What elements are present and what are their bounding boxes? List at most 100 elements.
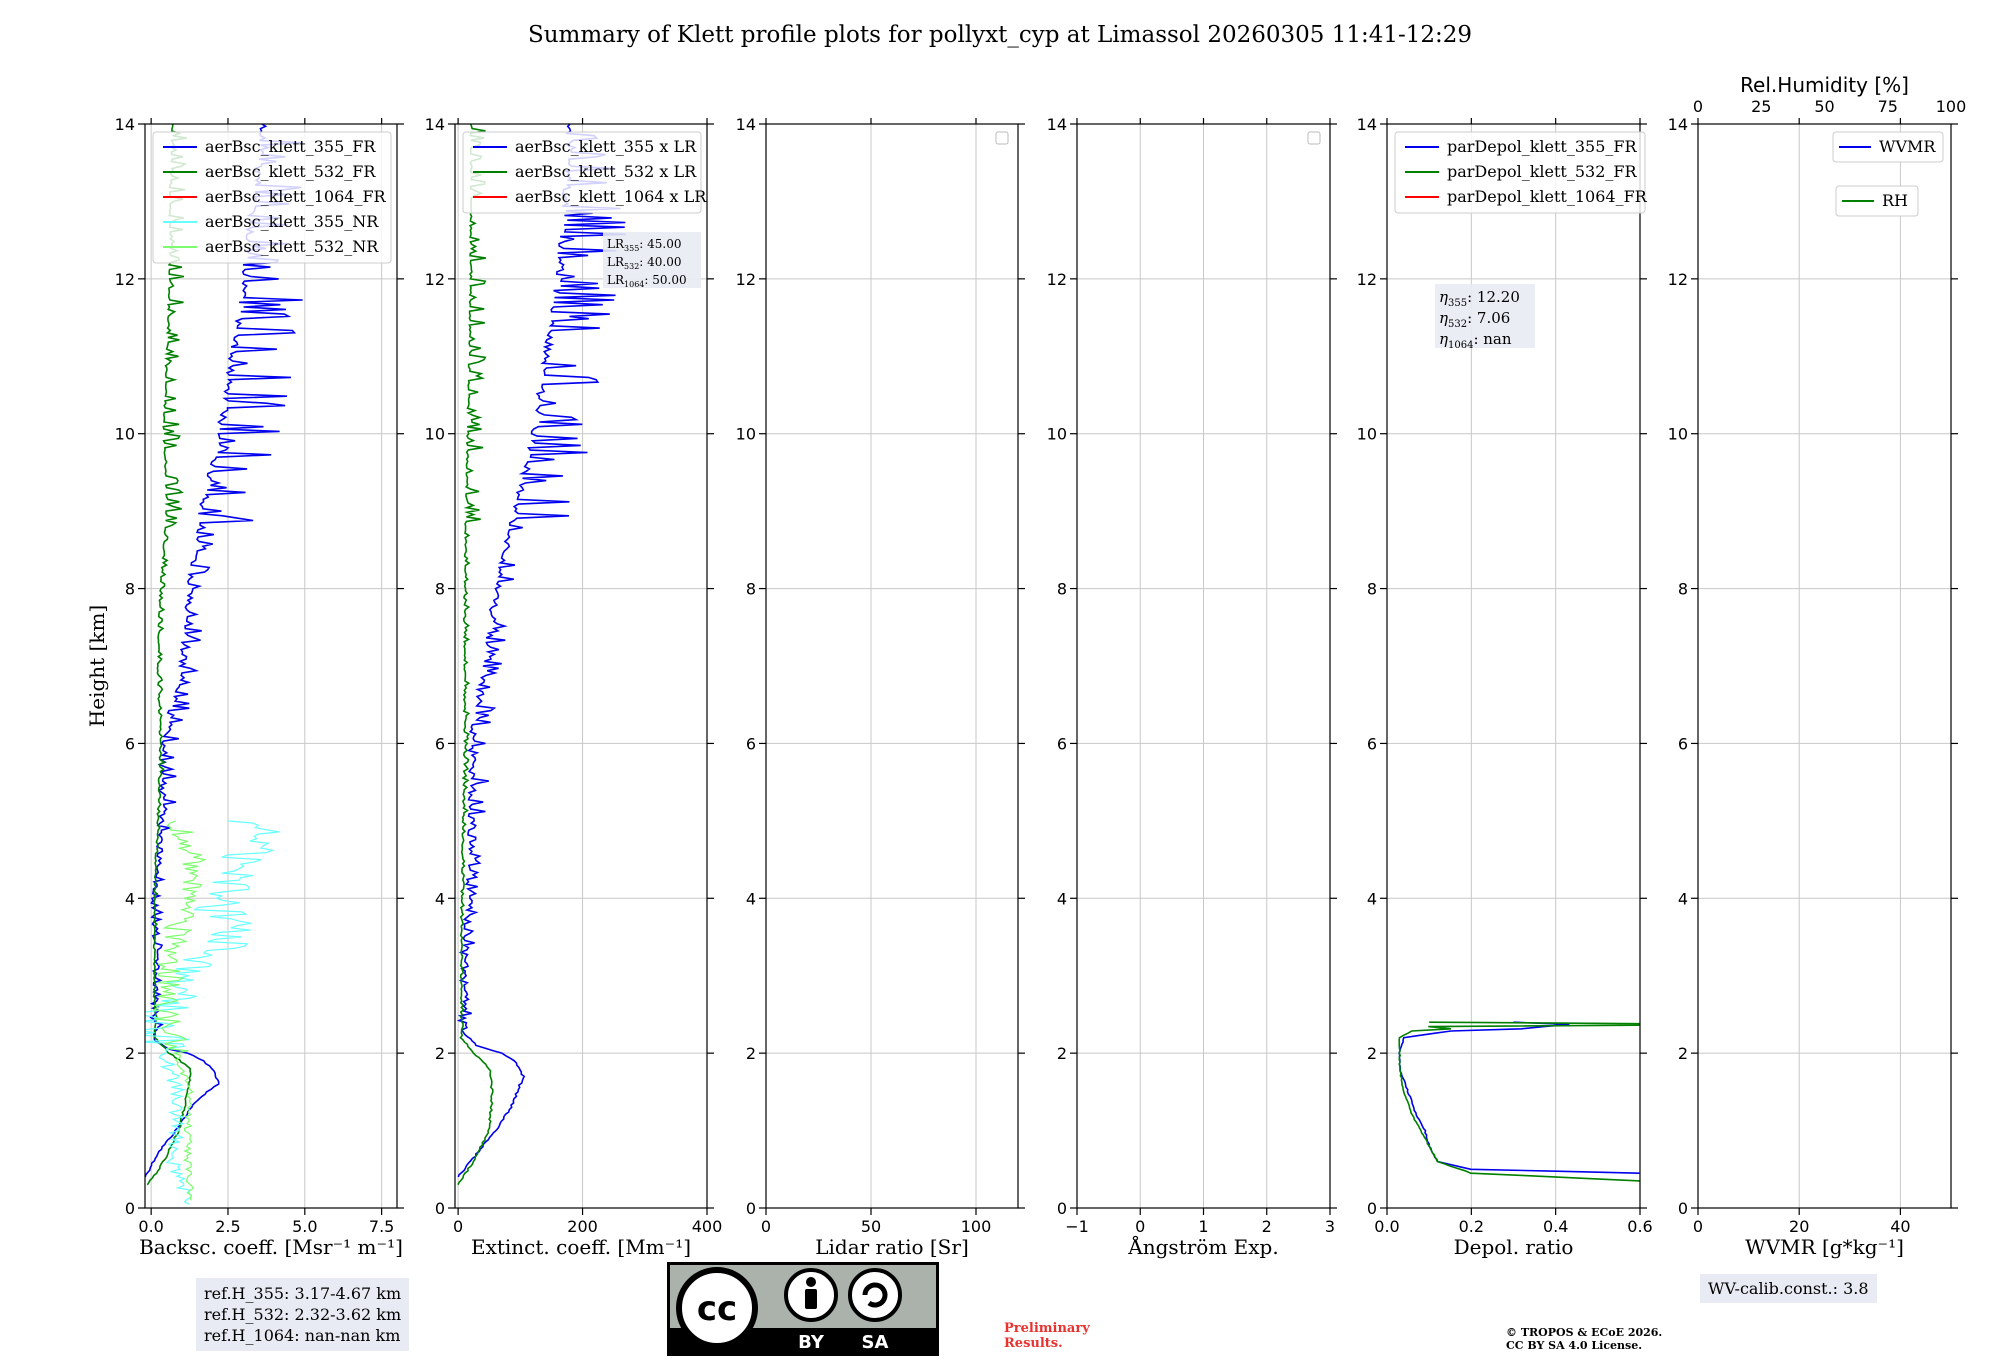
y-tick-label: 0 [1367,1199,1377,1218]
y-tick-label: 2 [1057,1044,1067,1063]
top-x-tick-label: 0 [1693,97,1703,116]
legend-label: parDepol_klett_532_FR [1447,162,1638,181]
cc-by-sa-badge: cc BY SA [667,1262,939,1356]
empty-legend-box [995,131,1009,145]
y-tick-label: 10 [1357,425,1377,444]
x-axis-label: Ångström Exp. [1127,1234,1278,1259]
eta-annotation: η532: 7.06 [1439,309,1510,330]
y-tick-label: 8 [125,580,135,599]
cc-icon-letters: cc [697,1289,737,1329]
y-tick-label: 8 [1678,580,1688,599]
y-tick-label: 14 [115,115,135,134]
plot-area [456,124,626,1186]
x-tick-label: 0.4 [1543,1217,1568,1236]
legend-box [152,131,392,264]
x-tick-label: 100 [961,1217,992,1236]
y-tick-label: 10 [1047,425,1067,444]
reference-heights-box: ref.H_355: 3.17-4.67 km ref.H_532: 2.32-… [196,1278,410,1351]
x-tick-label: 0 [761,1217,771,1236]
x-tick-label: 1 [1198,1217,1208,1236]
lr-annotation: LR355: 45.00 [607,237,682,253]
y-tick-label: 6 [1678,734,1688,753]
y-tick-label: 2 [125,1044,135,1063]
legend-label: aerBsc_klett_532 x LR [515,162,697,181]
legend-label: aerBsc_klett_355 x LR [515,137,697,156]
legend-box-wvmr [1832,131,1944,163]
series-line-parDepol_klett_355_FR [1398,1021,1640,1174]
axes-frame [1697,123,1952,1209]
series-line-aerBsc_klett_532 x LR [457,124,494,1186]
figure-title: Summary of Klett profile plots for polly… [527,22,1473,48]
y-tick-label: 4 [1367,889,1377,908]
legend-label: aerBsc_klett_532_FR [205,162,376,181]
x-tick-label: 50 [861,1217,881,1236]
y-tick-label: 2 [746,1044,756,1063]
series-line-aerBsc_klett_355_NR [145,820,280,1205]
y-tick-label: 0 [125,1199,135,1218]
share-alike-icon [848,1268,902,1322]
attribution-body-icon [805,1289,817,1309]
y-tick-label: 2 [1678,1044,1688,1063]
eta-annotation: η355: 12.20 [1439,288,1520,309]
y-tick-label: 0 [1057,1199,1067,1218]
eta-annotation: η1064: nan [1439,330,1512,351]
y-tick-label: 0 [1678,1199,1688,1218]
x-tick-label: 2.5 [215,1217,240,1236]
y-tick-label: 12 [425,270,445,289]
legend-label: aerBsc_klett_1064_FR [205,187,387,206]
top-x-tick-label: 50 [1814,97,1834,116]
wv-calib-box: WV-calib.const.: 3.8 [1700,1274,1877,1303]
axes-frame [1386,123,1641,1209]
top-x-tick-label: 25 [1751,97,1771,116]
y-tick-label: 2 [435,1044,445,1063]
legend-box [462,131,702,214]
axes-frame [144,123,398,1209]
x-tick-label: 3 [1325,1217,1335,1236]
y-axis-label: Height [km] [85,605,109,727]
y-tick-label: 8 [1057,580,1067,599]
x-tick-label: 400 [692,1217,723,1236]
x-tick-label: 0.0 [1374,1217,1399,1236]
lr-annotation: LR1064: 50.00 [607,273,687,289]
lr-annotation: LR532: 40.00 [607,255,682,271]
legend-label: WVMR [1879,137,1936,156]
y-tick-label: 14 [736,115,756,134]
cc-icon [676,1267,758,1349]
x-tick-label: 2 [1262,1217,1272,1236]
plot-area [145,124,303,1205]
series-line-aerBsc_klett_532_FR [146,124,192,1186]
y-tick-label: 12 [1047,270,1067,289]
y-tick-label: 14 [425,115,445,134]
series-line-parDepol_klett_532_FR [1398,1021,1640,1182]
copyright-line-2: CC BY SA 4.0 License. [1506,1339,1643,1352]
y-tick-label: 12 [736,270,756,289]
y-tick-label: 10 [115,425,135,444]
y-tick-label: 10 [1668,425,1688,444]
y-tick-label: 0 [435,1199,445,1218]
legend-label: aerBsc_klett_1064 x LR [515,187,707,206]
y-tick-label: 2 [1367,1044,1377,1063]
y-tick-label: 4 [1057,889,1067,908]
y-tick-label: 14 [1047,115,1067,134]
axes-frame [454,123,708,1209]
y-tick-label: 10 [425,425,445,444]
x-axis-label: WVMR [g*kg⁻¹] [1745,1235,1904,1259]
y-tick-label: 6 [1367,734,1377,753]
x-axis-label: Extinct. coeff. [Mm⁻¹] [471,1235,691,1259]
copyright-line-1: © TROPOS & ECoE 2026. [1506,1326,1663,1339]
copyright-note: © TROPOS & ECoE 2026. CC BY SA 4.0 Licen… [1506,1326,1662,1352]
y-tick-label: 6 [125,734,135,753]
x-tick-label: 20 [1789,1217,1809,1236]
plot-area [1398,1021,1640,1182]
legend-label: aerBsc_klett_355_FR [205,137,376,156]
y-tick-label: 8 [435,580,445,599]
x-tick-label: 0 [1693,1217,1703,1236]
y-tick-label: 8 [1367,580,1377,599]
legend-label: parDepol_klett_355_FR [1447,137,1638,156]
y-tick-label: 4 [435,889,445,908]
legend-label: RH [1882,191,1908,210]
